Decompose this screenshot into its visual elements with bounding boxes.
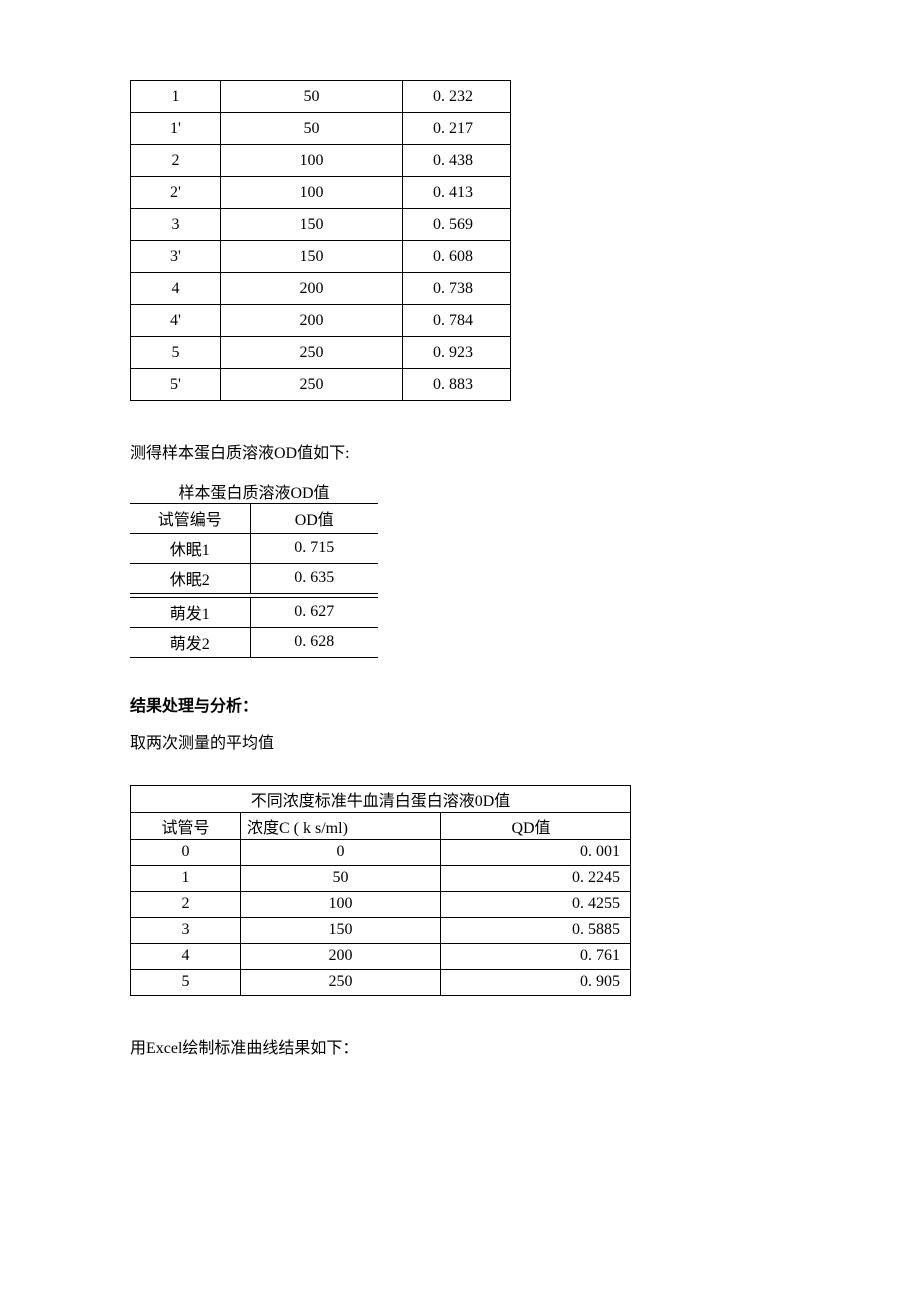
table-row: 休眠20. 635 [130,563,378,593]
table3-title-cell: 不同浓度标准牛血清白蛋白溶液0D值 [131,785,631,812]
cell-id: 3 [131,209,221,241]
cell-od: 0. 627 [250,597,378,627]
cell-od: 0. 923 [403,337,511,369]
cell-id: 4 [131,943,241,969]
cell-id: 5 [131,337,221,369]
cell-conc: 150 [221,241,403,273]
cell-id: 5' [131,369,221,401]
excel-text: 用Excel绘制标准曲线结果如下： [130,1036,790,1062]
cell-conc: 250 [221,337,403,369]
cell-conc: 200 [221,305,403,337]
cell-od: 0. 413 [403,177,511,209]
table-row: 3'1500. 608 [131,241,511,273]
table-row: 5'2500. 883 [131,369,511,401]
cell-conc: 50 [241,865,441,891]
table-row: 31500. 569 [131,209,511,241]
cell-name: 萌发2 [130,627,250,657]
cell-od: 0. 608 [403,241,511,273]
cell-od: 0. 635 [250,563,378,593]
cell-name: 休眠2 [130,563,250,593]
table3-title-row: 不同浓度标准牛血清白蛋白溶液0D值 [131,785,631,812]
table-row: 52500. 905 [131,969,631,995]
table-row: 1500. 232 [131,81,511,113]
sample-od-table-title: 样本蛋白质溶液OD值 [130,479,378,503]
table-row: 萌发10. 627 [130,597,378,627]
cell-od: 0. 217 [403,113,511,145]
table-row: 1'500. 217 [131,113,511,145]
cell-id: 1 [131,81,221,113]
cell-name: 休眠1 [130,533,250,563]
cell-id: 4 [131,273,221,305]
cell-conc: 50 [221,81,403,113]
header-qd: QD值 [441,812,631,839]
cell-id: 2 [131,145,221,177]
cell-id: 2 [131,891,241,917]
avg-od-table: 不同浓度标准牛血清白蛋白溶液0D值 试管号 浓度C ( k s/ml) QD值 … [130,785,631,996]
cell-od: 0. 628 [250,627,378,657]
cell-od: 0. 883 [403,369,511,401]
cell-od: 0. 905 [441,969,631,995]
cell-od: 0. 232 [403,81,511,113]
cell-od: 0. 2245 [441,865,631,891]
cell-od: 0. 5885 [441,917,631,943]
table3-header-row: 试管号 浓度C ( k s/ml) QD值 [131,812,631,839]
cell-od: 0. 784 [403,305,511,337]
cell-conc: 200 [241,943,441,969]
cell-id: 0 [131,839,241,865]
header-tube-no: 试管号 [131,812,241,839]
cell-conc: 250 [241,969,441,995]
cell-conc: 0 [241,839,441,865]
cell-conc: 250 [221,369,403,401]
cell-conc: 100 [241,891,441,917]
cell-conc: 50 [221,113,403,145]
cell-id: 4' [131,305,221,337]
results-heading: 结果处理与分析： [130,694,790,720]
cell-conc: 200 [221,273,403,305]
cell-od: 0. 569 [403,209,511,241]
cell-name: 萌发1 [130,597,250,627]
cell-od: 0. 715 [250,533,378,563]
avg-text: 取两次测量的平均值 [130,731,790,757]
cell-id: 3 [131,917,241,943]
table-row: 31500. 5885 [131,917,631,943]
cell-od: 0. 761 [441,943,631,969]
cell-conc: 100 [221,177,403,209]
cell-conc: 100 [221,145,403,177]
cell-id: 1' [131,113,221,145]
table-row: 000. 001 [131,839,631,865]
cell-id: 5 [131,969,241,995]
cell-id: 3' [131,241,221,273]
sample-od-table: 试管编号 OD值 休眠10. 715 休眠20. 635 萌发10. 627 萌… [130,503,378,658]
table1-body: 1500. 232 1'500. 217 21000. 438 2'1000. … [131,81,511,401]
table-row: 2'1000. 413 [131,177,511,209]
table-row: 21000. 438 [131,145,511,177]
cell-conc: 150 [241,917,441,943]
cell-conc: 150 [221,209,403,241]
table-row: 21000. 4255 [131,891,631,917]
table-row: 休眠10. 715 [130,533,378,563]
table-row: 1500. 2245 [131,865,631,891]
header-od: OD值 [250,503,378,533]
sample-od-intro-text: 测得样本蛋白质溶液OD值如下: [130,441,790,467]
cell-od: 0. 001 [441,839,631,865]
header-tube-no: 试管编号 [130,503,250,533]
table-header-row: 试管编号 OD值 [130,503,378,533]
table-row: 42000. 761 [131,943,631,969]
header-conc: 浓度C ( k s/ml) [241,812,441,839]
cell-od: 0. 738 [403,273,511,305]
table-row: 42000. 738 [131,273,511,305]
table-row: 52500. 923 [131,337,511,369]
cell-od: 0. 4255 [441,891,631,917]
table-row: 4'2000. 784 [131,305,511,337]
standard-od-table: 1500. 232 1'500. 217 21000. 438 2'1000. … [130,80,511,401]
cell-id: 1 [131,865,241,891]
table-row: 萌发20. 628 [130,627,378,657]
cell-od: 0. 438 [403,145,511,177]
cell-id: 2' [131,177,221,209]
